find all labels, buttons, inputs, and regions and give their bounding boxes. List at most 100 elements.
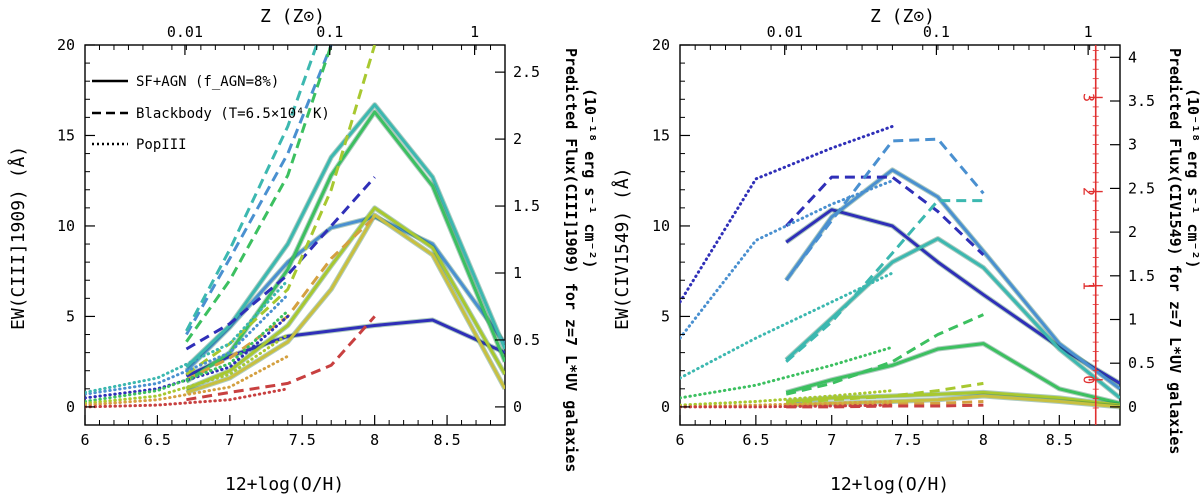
right-right-tick-label: 0.5 — [1128, 354, 1155, 372]
legend-dashed-label: Blackbody (T=6.5×10⁴ K) — [136, 106, 330, 122]
left-x-axis-label: 12+log(O/H) — [225, 474, 344, 495]
legend: SF+AGN (f_AGN=8%) Blackbody (T=6.5×10⁴ K… — [92, 74, 330, 153]
right-series-dotted-14 — [680, 179, 894, 340]
right-series-dotted-18 — [680, 400, 894, 409]
legend-dotted-label: PopIII — [136, 137, 187, 153]
legend-solid-label: SF+AGN (f_AGN=8%) — [136, 74, 279, 90]
right-right-tick-label: 2.5 — [1128, 179, 1155, 197]
right-series-group — [680, 124, 1120, 410]
left-series-dotted-18 — [85, 354, 290, 407]
left-right-tick-label: 0.5 — [513, 331, 540, 349]
right-y-tick-label: 15 — [652, 126, 670, 144]
right-series-dotted-16 — [680, 345, 894, 400]
right-x-tick-label: 6 — [675, 431, 684, 449]
right-y-tick-label: 0 — [661, 398, 670, 416]
right-plot-frame — [679, 44, 1121, 426]
left-x-tick-label: 6.5 — [144, 431, 171, 449]
right-right-tick-label: 0 — [1128, 398, 1137, 416]
left-plot-frame — [84, 44, 506, 426]
left-top-axis-label: Z (Z⊙) — [260, 6, 325, 27]
left-series-dashed-9 — [185, 45, 333, 343]
right-top-axis-label: Z (Z⊙) — [870, 6, 935, 27]
left-right-axis-units: (10⁻¹⁸ erg s⁻¹ cm⁻²) — [581, 88, 599, 269]
left-right-tick-label: 2.5 — [513, 63, 540, 81]
left-y-tick-label: 15 — [57, 126, 75, 144]
right-right-axis-units: (10⁻¹⁸ erg s⁻¹ cm⁻²) — [1184, 88, 1200, 269]
right-x-tick-label: 8.5 — [1046, 431, 1073, 449]
right-series-solid-3 — [785, 342, 1120, 405]
right-right-tick-label: 4 — [1128, 48, 1137, 66]
right-series-dotted-13 — [680, 124, 894, 304]
right-series-dashed-12 — [786, 403, 984, 409]
left-top-tick-label: 0.1 — [316, 23, 343, 41]
right-right-tick-label: 3.5 — [1128, 92, 1155, 110]
right-right-tick-label: 1 — [1128, 311, 1137, 329]
left-series-group — [85, 45, 505, 409]
right-top-tick-label: 1 — [1084, 23, 1093, 41]
left-y-axis-label: EW(CIII]1909) (Å) — [7, 146, 29, 330]
right-series-dotted-17 — [680, 389, 894, 407]
right-top-tick-label: 0.1 — [923, 23, 950, 41]
right-x-axis-label: 12+log(O/H) — [830, 474, 949, 495]
right-right-axis-label: Predicted Flux(CIV1549) for z=7 L*UV gal… — [1166, 48, 1184, 454]
right-top-tick-label: 0.01 — [767, 23, 803, 41]
red-axis-tick-label: 0 — [1080, 375, 1098, 384]
left-y-tick-label: 0 — [66, 398, 75, 416]
right-series-dashed-9 — [785, 313, 985, 396]
left-series-solid-2 — [185, 103, 505, 369]
left-series-dotted-17 — [85, 333, 290, 405]
right-right-tick-label: 1.5 — [1128, 267, 1155, 285]
left-series-dashed-10 — [185, 45, 377, 376]
right-x-tick-label: 7 — [827, 431, 836, 449]
left-y-tick-label: 20 — [57, 36, 75, 54]
left-series-dashed-12 — [186, 315, 376, 402]
right-series-solid-1 — [784, 168, 1120, 391]
right-series-dotted-15 — [680, 271, 894, 380]
left-x-tick-label: 6 — [80, 431, 89, 449]
left-series-dashed-6 — [185, 176, 376, 351]
right-y-tick-label: 5 — [661, 307, 670, 325]
right-x-tick-label: 6.5 — [742, 431, 769, 449]
right-series-dashed-11 — [786, 400, 984, 408]
left-right-tick-label: 2 — [513, 130, 522, 148]
right-right-tick-label: 2 — [1128, 223, 1137, 241]
right-x-tick-label: 8 — [979, 431, 988, 449]
left-x-tick-label: 8.5 — [434, 431, 461, 449]
left-top-tick-label: 1 — [470, 23, 479, 41]
red-axis-tick-label: 2 — [1080, 187, 1098, 196]
left-y-tick-label: 5 — [66, 307, 75, 325]
left-x-tick-label: 7.5 — [289, 431, 316, 449]
right-series-dotted-19 — [680, 403, 894, 409]
left-x-tick-label: 8 — [370, 431, 379, 449]
left-series-dashed-8 — [185, 45, 319, 332]
left-series-dashed-7 — [185, 45, 333, 336]
right-series-solid-2 — [785, 237, 1120, 400]
left-y-tick-label: 10 — [57, 217, 75, 235]
right-series-dashed-8 — [785, 199, 984, 363]
right-y-tick-label: 10 — [652, 217, 670, 235]
right-x-tick-label: 7.5 — [894, 431, 921, 449]
red-axis-tick-label: 3 — [1080, 93, 1098, 102]
right-series-dashed-10 — [786, 381, 984, 405]
left-series-dotted-14 — [85, 293, 290, 396]
left-series-solid-4 — [185, 206, 505, 391]
left-series-dotted-16 — [85, 309, 290, 403]
red-axis-tick-label: 1 — [1080, 281, 1098, 290]
right-right-tick-label: 3 — [1128, 136, 1137, 154]
left-series-solid-5 — [185, 213, 505, 394]
left-right-tick-label: 1.5 — [513, 197, 540, 215]
right-series-dashed-7 — [785, 137, 985, 282]
left-top-tick-label: 0.01 — [167, 23, 203, 41]
left-x-tick-label: 7 — [225, 431, 234, 449]
right-y-tick-label: 20 — [652, 36, 670, 54]
right-series-solid-4 — [786, 390, 1120, 407]
left-series-dotted-19 — [85, 387, 290, 409]
right-y-axis-label: EW(CIV1549) (Å) — [611, 167, 633, 330]
left-series-dotted-15 — [85, 278, 290, 394]
left-right-tick-label: 0 — [513, 398, 522, 416]
